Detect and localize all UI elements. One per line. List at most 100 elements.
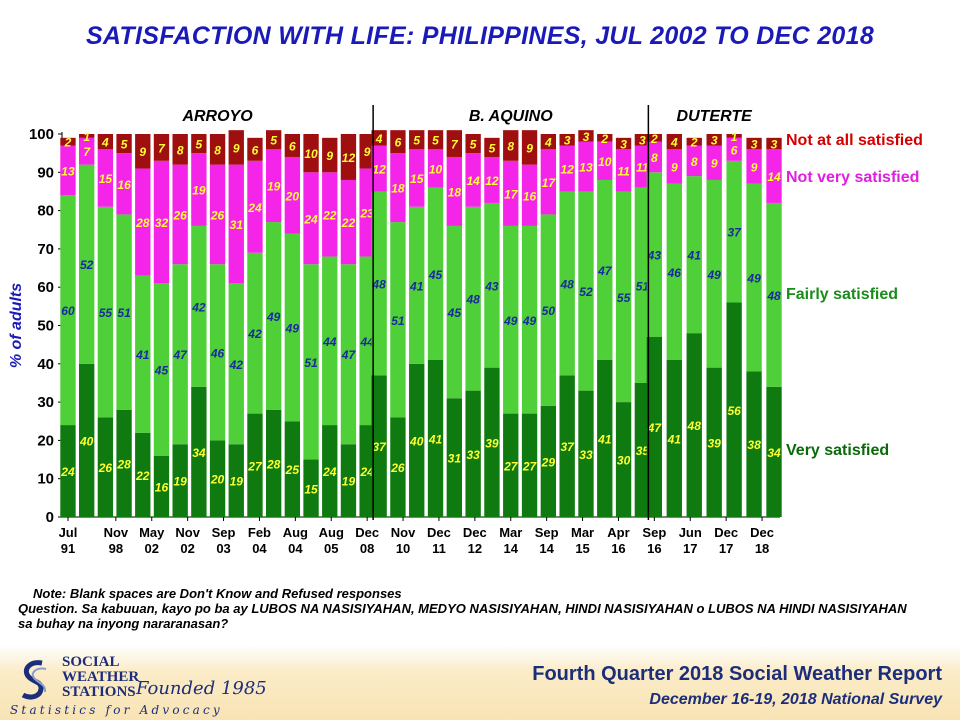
bar-very-satisfied bbox=[265, 409, 282, 517]
y-tick-label: 80 bbox=[37, 203, 54, 220]
bar-fairly-satisfied bbox=[228, 283, 244, 445]
data-label: 12 bbox=[560, 162, 574, 176]
data-label: 48 bbox=[465, 293, 480, 307]
bar-very-satisfied bbox=[340, 444, 357, 517]
bar-fairly-satisfied bbox=[322, 256, 338, 426]
bar-very-satisfied bbox=[666, 359, 682, 517]
sws-logo-icon bbox=[21, 660, 47, 700]
x-tick-label: 14 bbox=[539, 541, 554, 556]
data-label: 55 bbox=[99, 306, 113, 320]
bar-very-satisfied bbox=[191, 386, 207, 517]
data-label: 5 bbox=[489, 141, 496, 155]
bar-not-very-satisfied bbox=[191, 153, 207, 226]
data-label: 3 bbox=[771, 138, 778, 152]
data-label: 30 bbox=[617, 454, 631, 468]
report-title: Fourth Quarter 2018 Social Weather Repor… bbox=[532, 663, 942, 685]
data-label: 11 bbox=[617, 164, 630, 178]
logo-name: SOCIAL WEATHER STATIONS bbox=[62, 654, 140, 700]
data-label: 8 bbox=[177, 143, 184, 157]
data-label: 5 bbox=[121, 138, 128, 152]
bar-not-at-all-satisfied bbox=[503, 130, 519, 161]
data-label: 9 bbox=[526, 141, 533, 155]
data-label: 32 bbox=[155, 216, 169, 230]
bar-fairly-satisfied bbox=[615, 191, 632, 403]
data-label: 33 bbox=[579, 448, 593, 462]
data-label: 51 bbox=[117, 306, 131, 320]
bar-fairly-satisfied bbox=[597, 179, 613, 360]
x-tick-label: 16 bbox=[647, 541, 661, 556]
data-label: 19 bbox=[173, 475, 187, 489]
data-label: 4 bbox=[375, 132, 383, 146]
bar-not-very-satisfied bbox=[116, 153, 132, 215]
bar-very-satisfied bbox=[322, 425, 338, 517]
data-label: 42 bbox=[247, 327, 262, 341]
data-label: 15 bbox=[410, 172, 424, 186]
data-label: 2 bbox=[64, 136, 72, 150]
data-label: 51 bbox=[304, 356, 318, 370]
data-label: 20 bbox=[210, 473, 225, 487]
x-tick-label: Nov bbox=[104, 525, 129, 540]
data-label: 19 bbox=[342, 475, 356, 489]
bar-not-very-satisfied bbox=[503, 160, 519, 226]
bar-very-satisfied bbox=[726, 302, 742, 517]
data-label: 8 bbox=[691, 155, 698, 169]
bar-not-at-all-satisfied bbox=[726, 134, 742, 138]
data-label: 33 bbox=[466, 448, 480, 462]
x-tick-label: 12 bbox=[468, 541, 482, 556]
bar-very-satisfied bbox=[766, 386, 782, 517]
data-label: 10 bbox=[598, 155, 612, 169]
footer: SOCIAL WEATHER STATIONS Founded 1985 Sta… bbox=[0, 645, 960, 720]
bar-very-satisfied bbox=[303, 459, 319, 517]
data-label: 55 bbox=[617, 291, 631, 305]
period-label: B. AQUINO bbox=[469, 108, 553, 125]
data-label: 5 bbox=[196, 138, 203, 152]
data-label: 9 bbox=[326, 149, 333, 163]
data-label: 31 bbox=[448, 452, 462, 466]
x-tick-label: Sep bbox=[212, 525, 236, 540]
x-tick-label: 17 bbox=[719, 541, 733, 556]
bar-not-at-all-satisfied bbox=[359, 134, 375, 169]
logo-tagline: Statistics for Advocacy bbox=[10, 703, 223, 717]
bar-not-very-satisfied bbox=[97, 149, 114, 207]
data-label: 20 bbox=[285, 189, 300, 203]
bar-not-at-all-satisfied bbox=[340, 134, 357, 180]
data-label: 44 bbox=[359, 335, 374, 349]
bar-fairly-satisfied bbox=[746, 183, 762, 372]
bar-fairly-satisfied bbox=[359, 256, 375, 426]
data-label: 15 bbox=[304, 482, 318, 496]
data-label: 22 bbox=[341, 216, 356, 230]
data-label: 43 bbox=[647, 249, 662, 263]
x-tick-label: 17 bbox=[683, 541, 697, 556]
data-label: 2 bbox=[650, 132, 658, 146]
data-label: 8 bbox=[651, 151, 658, 165]
data-label: 48 bbox=[766, 289, 781, 303]
bar-not-very-satisfied bbox=[646, 141, 663, 173]
data-label: 37 bbox=[372, 440, 387, 454]
bar-not-at-all-satisfied bbox=[686, 137, 702, 146]
data-label: 24 bbox=[303, 212, 318, 226]
data-label: 31 bbox=[230, 218, 244, 232]
data-label: 19 bbox=[267, 180, 281, 194]
data-label: 45 bbox=[428, 268, 443, 282]
bar-not-at-all-satisfied bbox=[646, 134, 663, 142]
bar-fairly-satisfied bbox=[303, 264, 319, 460]
data-label: 47 bbox=[341, 348, 357, 362]
bar-not-very-satisfied bbox=[597, 141, 613, 180]
bar-not-very-satisfied bbox=[446, 156, 463, 226]
data-label: 49 bbox=[522, 314, 537, 328]
bar-not-at-all-satisfied bbox=[666, 134, 682, 150]
data-label: 12 bbox=[372, 162, 386, 176]
bar-very-satisfied bbox=[578, 390, 594, 517]
data-label: 12 bbox=[342, 151, 356, 165]
bar-not-very-satisfied bbox=[172, 164, 188, 265]
data-label: 60 bbox=[61, 304, 75, 318]
data-label: 48 bbox=[371, 277, 386, 291]
bar-very-satisfied bbox=[172, 444, 188, 517]
bar-not-very-satisfied bbox=[153, 160, 170, 284]
x-tick-label: Sep bbox=[642, 525, 666, 540]
y-axis-label: % of adults bbox=[8, 283, 25, 368]
legend-label: Not very satisfied bbox=[786, 169, 919, 186]
bar-fairly-satisfied bbox=[540, 214, 557, 406]
data-label: 3 bbox=[564, 134, 571, 148]
x-tick-label: 02 bbox=[145, 541, 159, 556]
